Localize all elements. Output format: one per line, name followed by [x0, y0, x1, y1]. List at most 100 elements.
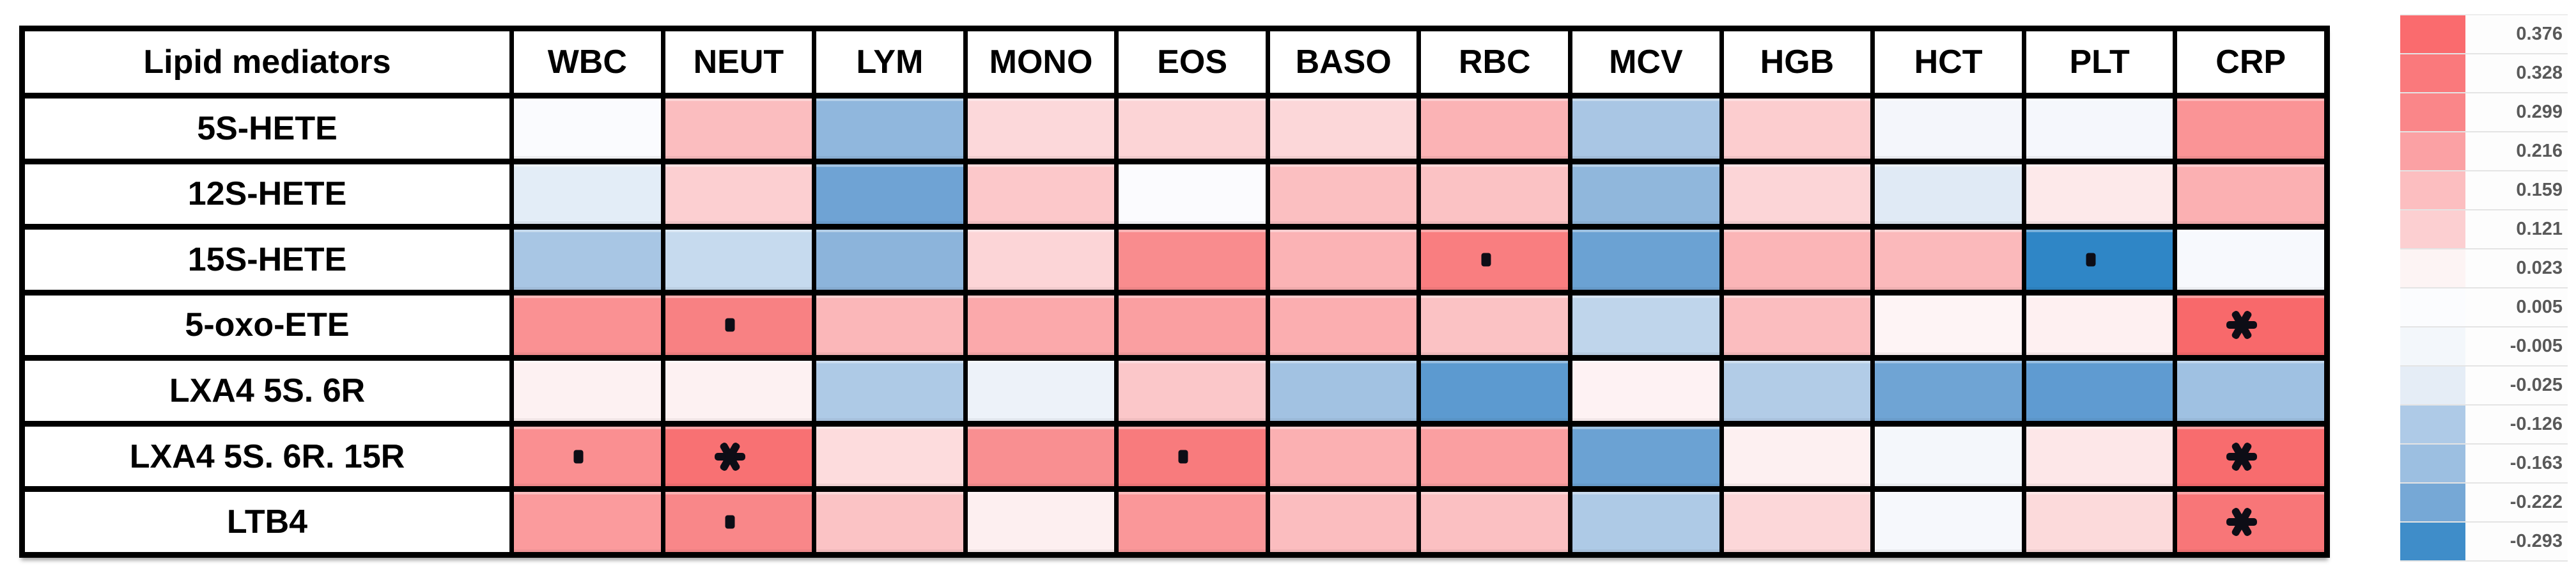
legend-swatch: [2400, 15, 2465, 53]
heatmap-cell: [2026, 295, 2173, 356]
legend-row: 0.023: [2400, 249, 2568, 288]
legend-value-label: 0.299: [2465, 93, 2568, 131]
small-dot-marker: [1178, 450, 1188, 464]
column-header-mcv: MCV: [1572, 31, 1719, 93]
heatmap-cell: [1723, 361, 1871, 421]
heatmap-cell: [665, 492, 812, 552]
correlation-heatmap: Lipid mediators WBC NEUT LYM MONO EOS BASO RBC M…: [19, 26, 2330, 558]
legend-value-label: 0.216: [2465, 132, 2568, 170]
legend-value-label: 0.159: [2465, 171, 2568, 209]
heatmap-cell: [1421, 295, 1569, 356]
column-header-rbc: RBC: [1421, 31, 1569, 93]
heatmap-cell: [1119, 361, 1266, 421]
legend-value-label: -0.293: [2465, 523, 2568, 560]
column-header-crp: CRP: [2177, 31, 2324, 93]
asterisk-marker: [2226, 321, 2258, 329]
heatmap-cell: [1723, 295, 1871, 356]
legend-row: -0.005: [2400, 327, 2568, 367]
heatmap-cell: [2026, 426, 2173, 487]
heatmap-cell: [1119, 295, 1266, 356]
legend-swatch: [2400, 445, 2465, 482]
heatmap-cell: [1875, 230, 2022, 290]
legend-swatch: [2400, 93, 2465, 131]
column-header-mono: MONO: [967, 31, 1115, 93]
heatmap-cell: [514, 361, 661, 421]
heatmap-cell: [514, 164, 661, 225]
heatmap-cell: [1119, 230, 1266, 290]
legend-row: 0.299: [2400, 93, 2568, 132]
heatmap-cell: [1421, 361, 1569, 421]
heatmap-cell: [1269, 99, 1417, 159]
heatmap-cell: [1572, 164, 1719, 225]
heatmap-cell: [1572, 361, 1719, 421]
heatmap-cell: [1572, 295, 1719, 356]
legend-swatch: [2400, 484, 2465, 521]
heatmap-cell: [2177, 492, 2324, 552]
small-dot-marker: [725, 318, 735, 332]
heatmap-cell: [1723, 230, 1871, 290]
heatmap-cell: [816, 99, 963, 159]
heatmap-cell: [1572, 492, 1719, 552]
heatmap-cell: [2177, 361, 2324, 421]
legend-value-label: -0.163: [2465, 445, 2568, 482]
legend-value-label: -0.222: [2465, 484, 2568, 521]
legend-row: -0.293: [2400, 523, 2568, 562]
heatmap-cell: [2177, 295, 2324, 356]
row-label: 5S-HETE: [25, 99, 509, 159]
heatmap-cell: [1269, 295, 1417, 356]
corner-header: Lipid mediators: [25, 31, 509, 93]
legend-row: -0.222: [2400, 484, 2568, 523]
row-label: 15S-HETE: [25, 230, 509, 290]
heatmap-cell: [2026, 492, 2173, 552]
heatmap-cell: [514, 492, 661, 552]
heatmap-cell: [665, 426, 812, 487]
row-label: LTB4: [25, 492, 509, 552]
heatmap-cell: [665, 164, 812, 225]
heatmap-cell: [665, 230, 812, 290]
heatmap-cell: [967, 230, 1115, 290]
heatmap-cell: [967, 361, 1115, 421]
legend-row: 0.216: [2400, 132, 2568, 171]
heatmap-cell: [1875, 99, 2022, 159]
row-label: LXA4 5S. 6R: [25, 361, 509, 421]
heatmap-cell: [1572, 426, 1719, 487]
heatmap-cell: [1875, 426, 2022, 487]
heatmap-cell: [816, 492, 963, 552]
legend-swatch: [2400, 406, 2465, 443]
heatmap-cell: [1119, 426, 1266, 487]
legend-row: 0.328: [2400, 54, 2568, 93]
heatmap-cell: [816, 426, 963, 487]
heatmap-cell: [1723, 426, 1871, 487]
heatmap-cell: [1269, 492, 1417, 552]
heatmap-cell: [967, 492, 1115, 552]
color-scale-legend: 0.376 0.328 0.299 0.216 0.159 0.121 0.023 0.005…: [2400, 14, 2568, 562]
heatmap-cell: [514, 426, 661, 487]
legend-row: -0.025: [2400, 367, 2568, 406]
legend-swatch: [2400, 132, 2465, 170]
heatmap-cell: [1421, 230, 1569, 290]
heatmap-cell: [1723, 164, 1871, 225]
legend-value-label: 0.023: [2465, 249, 2568, 287]
heatmap-cell: [967, 426, 1115, 487]
heatmap-cell: [1875, 361, 2022, 421]
legend-value-label: 0.328: [2465, 54, 2568, 92]
legend-row: 0.121: [2400, 210, 2568, 249]
legend-row: 0.159: [2400, 171, 2568, 210]
legend-swatch: [2400, 171, 2465, 209]
column-header-lym: LYM: [816, 31, 963, 93]
heatmap-cell: [1572, 230, 1719, 290]
heatmap-cell: [2177, 230, 2324, 290]
legend-value-label: 0.121: [2465, 210, 2568, 248]
heatmap-cell: [2026, 164, 2173, 225]
heatmap-cell: [2177, 164, 2324, 225]
legend-row: -0.163: [2400, 445, 2568, 484]
heatmap-cell: [816, 361, 963, 421]
legend-value-label: -0.025: [2465, 367, 2568, 404]
legend-row: -0.126: [2400, 406, 2568, 445]
row-label: 12S-HETE: [25, 164, 509, 225]
heatmap-cell: [967, 295, 1115, 356]
legend-swatch: [2400, 54, 2465, 92]
heatmap-cell: [1421, 99, 1569, 159]
heatmap-cell: [1723, 492, 1871, 552]
